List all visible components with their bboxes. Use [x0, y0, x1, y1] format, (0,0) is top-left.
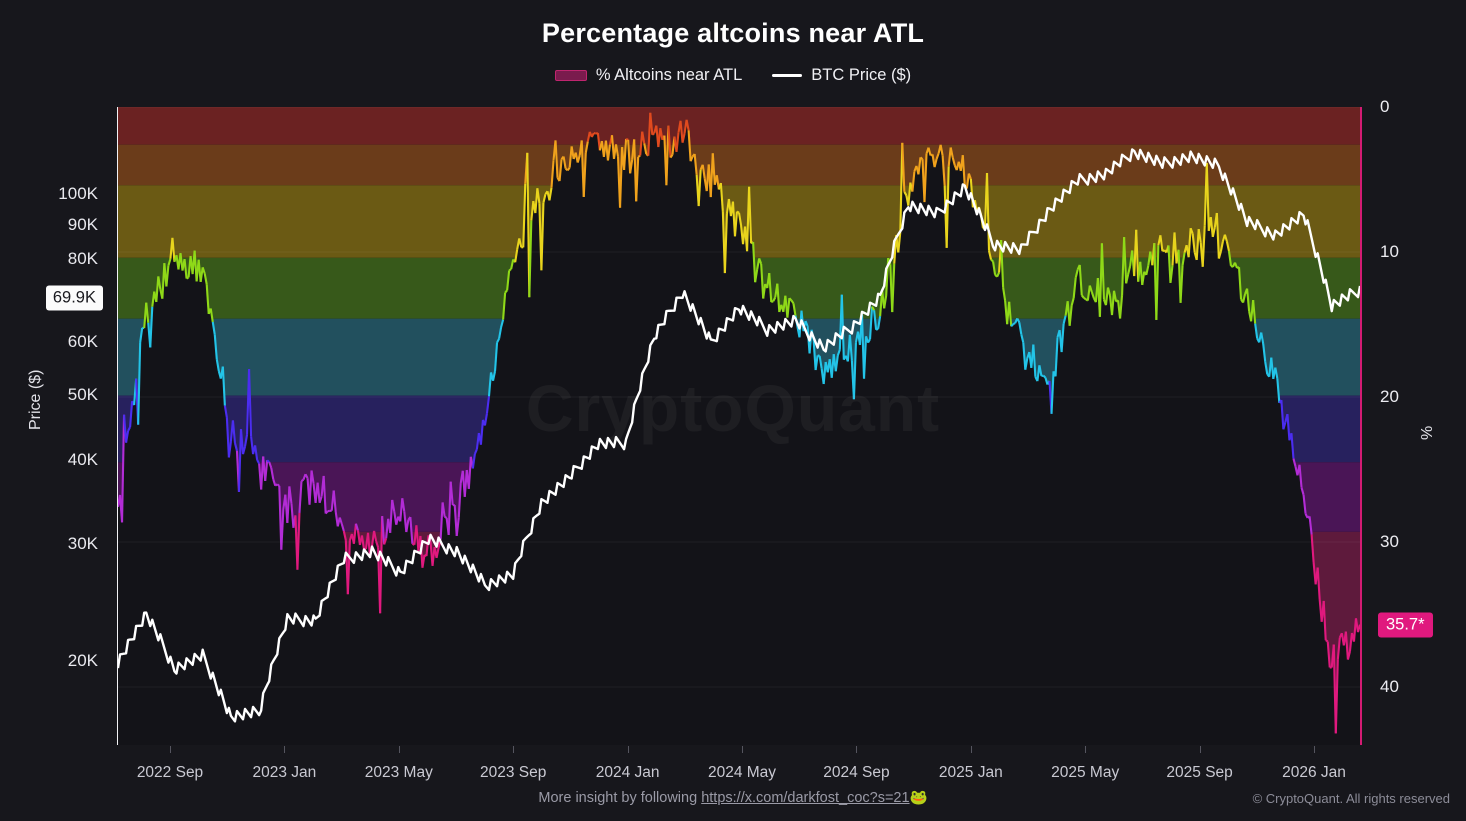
- x-axis-tick-2024-Sep: 2024 Sep: [823, 764, 890, 781]
- right-axis-tick-10: 10: [1380, 242, 1399, 261]
- x-axis-tick-2025-Sep: 2025 Sep: [1166, 764, 1233, 781]
- x-axis-tick-mark: [1199, 746, 1201, 753]
- x-axis-tick-2023-Sep: 2023 Sep: [480, 764, 547, 781]
- current-value-badge: 35.7*: [1378, 612, 1433, 638]
- left-axis-tick-20K: 20K: [67, 651, 98, 671]
- left-axis-tick-80K: 80K: [67, 248, 98, 268]
- legend-swatch-altcoins: [554, 70, 587, 81]
- x-axis-tick-2026-Jan: 2026 Jan: [1282, 764, 1346, 781]
- x-axis-tick-2023-May: 2023 May: [364, 764, 433, 781]
- x-axis-tick-mark: [856, 746, 858, 753]
- footer-credit: More insight by following https://x.com/…: [0, 789, 1466, 806]
- right-axis-tick-40: 40: [1380, 677, 1399, 696]
- x-axis-tick-mark: [398, 746, 400, 753]
- right-axis-tick-20: 20: [1380, 387, 1399, 406]
- x-axis-tick-2023-Jan: 2023 Jan: [252, 764, 317, 781]
- left-axis-tick-100K: 100K: [58, 184, 98, 204]
- left-axis-tick-69-9K: 69.9K: [45, 285, 103, 311]
- band-orange: [118, 144, 1360, 186]
- left-axis-labels: 100K 90K 80K 69.9K 60K 50K 40K 30K 20K: [0, 0, 112, 821]
- footer-link[interactable]: https://x.com/darkfost_coc?s=21: [701, 790, 910, 806]
- btc-price-line: [118, 148, 1360, 723]
- x-axis-tick-mark: [513, 746, 515, 753]
- x-axis-tick-2022-Sep: 2022 Sep: [136, 764, 204, 781]
- left-axis-tick-50K: 50K: [67, 385, 98, 405]
- legend-item-altcoins[interactable]: % Altcoins near ATL: [554, 66, 743, 85]
- chart-legend: % Altcoins near ATL BTC Price ($): [0, 66, 1466, 85]
- copyright-notice: © CryptoQuant. All rights reserved: [1252, 791, 1450, 806]
- legend-swatch-btc-price: [772, 74, 803, 77]
- right-axis-line: [1360, 107, 1362, 745]
- x-axis-tick-mark: [1314, 746, 1315, 753]
- x-axis-tick-2025-May: 2025 May: [1051, 764, 1120, 781]
- left-axis-tick-40K: 40K: [67, 450, 98, 470]
- x-axis-tick-2025-Jan: 2025 Jan: [938, 764, 1003, 781]
- right-axis-labels: 0 10 20 30 40 35.7*: [1372, 0, 1466, 821]
- frog-icon: 🐸: [909, 790, 928, 806]
- legend-label-altcoins: % Altcoins near ATL: [595, 66, 743, 84]
- altcoins-near-atl-line: [118, 112, 1360, 734]
- plot-area[interactable]: [118, 107, 1360, 745]
- right-axis-tick-30: 30: [1380, 532, 1399, 551]
- x-axis-tick-mark: [970, 746, 972, 753]
- x-axis-tick-2024-May: 2024 May: [707, 764, 777, 781]
- x-axis-tick-mark: [284, 746, 286, 753]
- left-axis-tick-60K: 60K: [67, 332, 98, 352]
- x-axis-tick-mark: [742, 746, 743, 753]
- legend-label-btc-price: BTC Price ($): [811, 66, 912, 84]
- left-axis-tick-90K: 90K: [67, 214, 98, 234]
- band-dark-red: [118, 107, 1360, 145]
- right-axis-tick-0: 0: [1380, 97, 1390, 116]
- x-axis-tick-mark: [1085, 746, 1087, 753]
- footer-prefix: More insight by following: [538, 790, 702, 806]
- page-title: Percentage altcoins near ATL: [541, 18, 925, 48]
- x-axis-tick-mark: [170, 746, 171, 753]
- chart-svg: [118, 107, 1360, 734]
- x-axis-tick-2024-Jan: 2024 Jan: [595, 764, 660, 781]
- x-axis-tick-mark: [627, 746, 629, 753]
- left-axis-tick-30K: 30K: [67, 533, 98, 553]
- legend-item-btc-price[interactable]: BTC Price ($): [772, 66, 911, 85]
